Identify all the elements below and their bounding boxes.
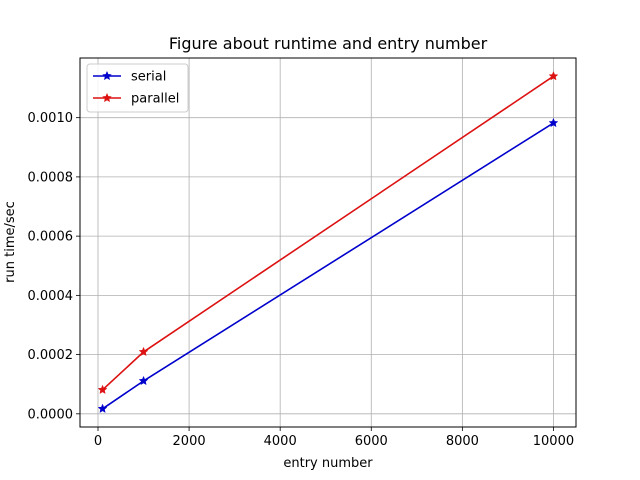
y-axis-label: run time/sec xyxy=(3,201,18,283)
legend-item: parallel xyxy=(93,92,179,107)
plot-frame xyxy=(79,57,577,428)
y-tick-label: 0.0004 xyxy=(28,289,74,304)
legend-label: serial xyxy=(131,70,166,85)
legend: serial parallel xyxy=(86,63,189,113)
x-tick-label: 0 xyxy=(94,434,102,449)
y-tick-label: 0.0010 xyxy=(28,111,74,126)
data-point-marker xyxy=(138,375,149,386)
axis-ticks: 0 2000 4000 6000 8000 10000 0.0000 0.0002 0.0004… xyxy=(28,111,575,449)
legend-item: serial xyxy=(93,70,166,85)
x-tick-label: 4000 xyxy=(264,434,297,449)
x-tick-label: 6000 xyxy=(355,434,388,449)
legend-marker xyxy=(102,70,112,81)
series-serial xyxy=(97,117,559,413)
legend-label: parallel xyxy=(131,92,179,107)
grid xyxy=(80,58,576,427)
series-parallel xyxy=(97,71,559,394)
data-point-marker xyxy=(138,346,149,357)
x-tick-label: 8000 xyxy=(446,434,479,449)
series-layer xyxy=(97,71,559,413)
legend-marker xyxy=(102,92,112,103)
x-axis-label: entry number xyxy=(283,456,373,471)
data-point-marker xyxy=(548,117,559,128)
data-point-marker xyxy=(548,71,559,81)
x-tick-label: 2000 xyxy=(173,434,206,449)
y-tick-label: 0.0008 xyxy=(28,170,74,185)
data-point-marker xyxy=(97,384,108,394)
x-tick-label: 10000 xyxy=(533,434,574,449)
chart-title: Figure about runtime and entry number xyxy=(169,34,488,53)
y-tick-label: 0.0000 xyxy=(28,407,74,422)
y-tick-label: 0.0002 xyxy=(28,348,74,363)
data-point-marker xyxy=(97,403,108,413)
y-tick-label: 0.0006 xyxy=(28,230,74,245)
